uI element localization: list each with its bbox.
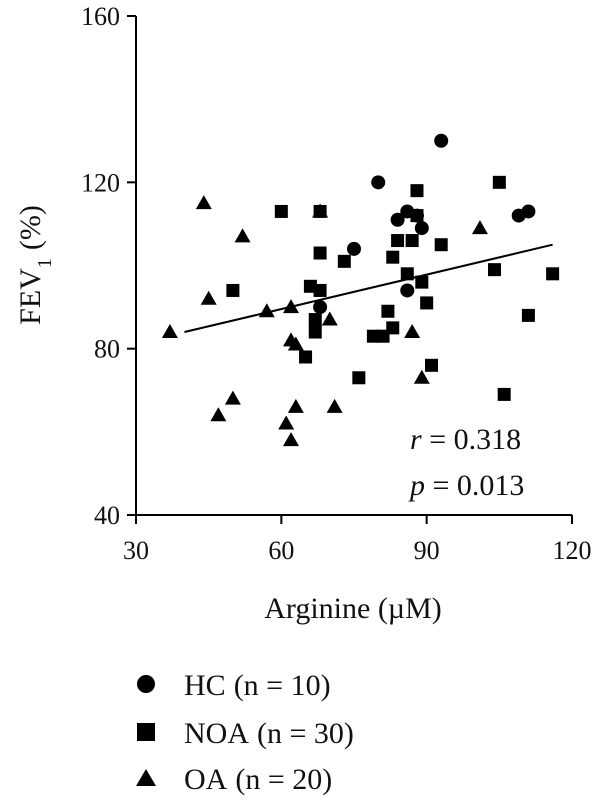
data-point-noa — [352, 371, 366, 385]
data-point-noa — [386, 321, 400, 335]
data-point-noa — [405, 234, 419, 248]
legend-square-marker — [137, 723, 155, 741]
data-point-oa — [326, 398, 343, 413]
y-tick-label: 40 — [94, 501, 120, 530]
r-value: = 0.318 — [422, 423, 521, 456]
data-point-noa — [226, 283, 240, 297]
data-point-noa — [386, 250, 400, 264]
data-point-oa — [161, 324, 178, 339]
data-point-oa — [404, 324, 421, 339]
legend-n-oa: (n = 20) — [235, 763, 332, 796]
p-value: = 0.013 — [425, 469, 524, 502]
regression-line — [184, 243, 553, 334]
data-point-noa — [415, 275, 429, 289]
data-point-hc — [371, 175, 386, 190]
data-point-oa — [283, 299, 300, 314]
x-tick-label: 30 — [123, 536, 149, 565]
data-point-noa — [492, 175, 506, 189]
x-tick-label: 60 — [268, 536, 294, 565]
y-axis-label-unit: (%) — [14, 205, 47, 250]
data-point-oa — [312, 203, 329, 218]
x-tick-label: 120 — [553, 536, 592, 565]
svg-text:HC(n = 10): HC (n = 10) — [184, 669, 331, 702]
p-annotation: p = 0.013 — [408, 469, 524, 502]
data-point-hc — [347, 241, 361, 256]
data-point-oa — [200, 290, 217, 305]
data-point-noa — [546, 267, 560, 281]
data-point-noa — [313, 246, 327, 260]
r-symbol: r — [410, 423, 422, 456]
data-point-hc — [521, 204, 536, 219]
data-point-oa — [258, 303, 275, 318]
legend-item-hc: HC (n = 10) — [137, 669, 331, 702]
plot-area: 40 80 120 160 30 60 90 120 — [81, 2, 592, 565]
y-tick-label: 80 — [94, 335, 120, 364]
data-point-noa — [313, 283, 327, 297]
data-point-noa — [274, 204, 288, 218]
data-point-oa — [321, 311, 338, 326]
y-axis-label: FEV1 (%) — [14, 205, 56, 325]
y-axis-label-base: FEV — [14, 268, 47, 325]
legend-label-hc: HC — [184, 669, 226, 702]
y-tick-label: 120 — [81, 168, 120, 197]
y-axis-label-sub: 1 — [34, 258, 56, 268]
data-point-oa — [234, 228, 251, 243]
data-point-noa — [308, 313, 322, 327]
legend-circle-marker — [137, 675, 155, 693]
legend-n-noa: (n = 30) — [257, 717, 354, 750]
data-point-hc — [313, 300, 328, 315]
svg-text:OA(n = 20): OA (n = 20) — [184, 763, 332, 796]
data-points — [161, 133, 560, 447]
legend-triangle-marker — [136, 769, 156, 786]
data-point-hc — [390, 212, 405, 227]
data-point-noa — [337, 254, 351, 268]
data-point-noa — [299, 350, 313, 364]
data-point-hc — [400, 283, 415, 298]
data-point-hc — [434, 133, 449, 148]
data-point-oa — [471, 220, 488, 235]
data-point-oa — [287, 336, 304, 351]
svg-text:NOA(n = 30): NOA (n = 30) — [184, 717, 354, 750]
legend-n-hc: (n = 10) — [234, 669, 331, 702]
legend-item-noa: NOA (n = 30) — [137, 717, 354, 750]
data-point-noa — [420, 296, 434, 310]
data-point-noa — [521, 308, 535, 322]
data-point-noa — [425, 358, 439, 372]
data-point-noa — [400, 267, 414, 281]
data-point-noa — [410, 209, 424, 223]
data-point-oa — [224, 390, 241, 405]
legend-item-oa: OA (n = 20) — [136, 763, 332, 796]
data-point-noa — [391, 234, 405, 248]
legend-label-oa: OA — [184, 763, 228, 796]
data-point-noa — [434, 238, 448, 252]
data-point-oa — [413, 369, 430, 384]
data-point-noa — [308, 325, 322, 339]
x-tick-label: 90 — [414, 536, 440, 565]
data-point-oa — [283, 432, 300, 447]
data-point-oa — [278, 415, 295, 430]
r-annotation: r = 0.318 — [410, 423, 521, 456]
data-point-oa — [195, 195, 212, 210]
data-point-noa — [497, 387, 511, 401]
data-point-hc — [414, 221, 429, 236]
legend: HC (n = 10) NOA (n = 30) OA (n = 20) — [136, 669, 354, 796]
data-point-oa — [210, 407, 227, 422]
x-axis-label: Arginine (µM) — [264, 592, 442, 625]
data-point-oa — [287, 398, 304, 413]
p-symbol: p — [408, 469, 425, 502]
data-point-noa — [381, 304, 395, 318]
data-point-noa — [410, 184, 424, 198]
data-point-noa — [487, 263, 501, 277]
y-tick-label: 160 — [81, 2, 120, 31]
legend-label-noa: NOA — [184, 717, 249, 750]
